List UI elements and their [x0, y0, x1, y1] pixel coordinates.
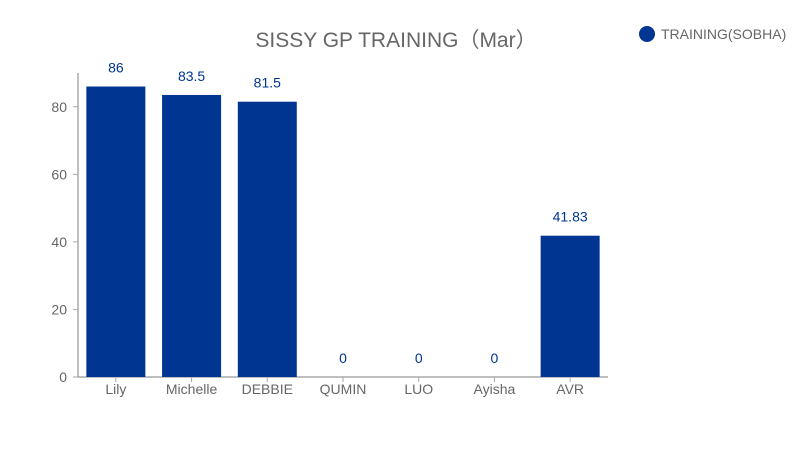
data-label-lily: 86	[108, 60, 124, 76]
data-label-avr: 41.83	[553, 209, 588, 225]
plot-area: 0 20 40 60 80 Lily 86 Michelle 83.5 DEBBIE 81.5 QUM…	[51, 60, 608, 397]
legend-label: TRAINING(SOBHA)	[661, 26, 786, 42]
x-tick-label-avr: AVR	[556, 381, 584, 397]
legend[interactable]: TRAINING(SOBHA)	[639, 26, 786, 42]
data-label-debbie: 81.5	[254, 75, 281, 91]
data-label-michelle: 83.5	[178, 68, 205, 84]
x-tick-label-michelle: Michelle	[166, 381, 218, 397]
legend-marker	[639, 26, 655, 42]
data-label-qumin: 0	[339, 350, 347, 366]
y-tick-label-60: 60	[51, 166, 67, 182]
x-tick-label-lily: Lily	[105, 381, 126, 397]
x-tick-label-qumin: QUMIN	[320, 381, 367, 397]
data-label-luo: 0	[415, 350, 423, 366]
x-tick-label-debbie: DEBBIE	[242, 381, 293, 397]
bar-debbie	[237, 101, 297, 377]
y-tick-label-80: 80	[51, 99, 67, 115]
bar-lily	[86, 86, 146, 377]
bar-avr	[540, 235, 600, 377]
chart-title: SISSY GP TRAINING（Mar）	[255, 29, 536, 52]
data-label-ayisha: 0	[491, 350, 499, 366]
x-tick-label-luo: LUO	[404, 381, 433, 397]
x-tick-label-ayisha: Ayisha	[474, 381, 516, 397]
y-tick-label-0: 0	[59, 369, 67, 385]
bar-michelle	[162, 94, 222, 377]
y-tick-label-20: 20	[51, 301, 67, 317]
y-tick-label-40: 40	[51, 234, 67, 250]
